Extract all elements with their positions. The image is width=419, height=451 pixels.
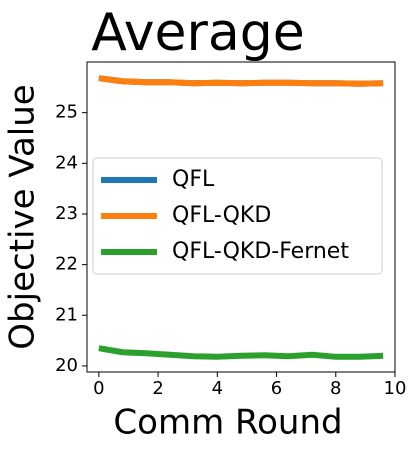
y-tick-label: 25 (55, 102, 78, 123)
x-tick-label: 10 (384, 378, 407, 399)
x-axis-label: Comm Round (113, 403, 342, 443)
y-axis-label: Objective Value (3, 84, 43, 349)
series-line (98, 345, 384, 360)
plot-frame (86, 61, 396, 373)
x-tick-label: 8 (330, 378, 341, 399)
y-tick-label: 20 (55, 355, 78, 376)
y-tick-label: 22 (55, 254, 78, 275)
x-tick-label: 2 (152, 378, 163, 399)
series-line (98, 75, 384, 87)
legend-label: QFL-QKD (172, 203, 271, 228)
y-tick-label: 21 (55, 304, 78, 325)
y-tick-label: 23 (55, 203, 78, 224)
legend-box (92, 157, 383, 275)
x-tick-label: 4 (212, 378, 223, 399)
chart-title: Average (91, 3, 305, 63)
legend-label: QFL-QKD-Fernet (172, 239, 349, 264)
y-tick-label: 24 (55, 152, 78, 173)
legend-label: QFL (172, 167, 215, 192)
x-tick-label: 0 (93, 378, 104, 399)
x-tick-label: 6 (271, 378, 282, 399)
